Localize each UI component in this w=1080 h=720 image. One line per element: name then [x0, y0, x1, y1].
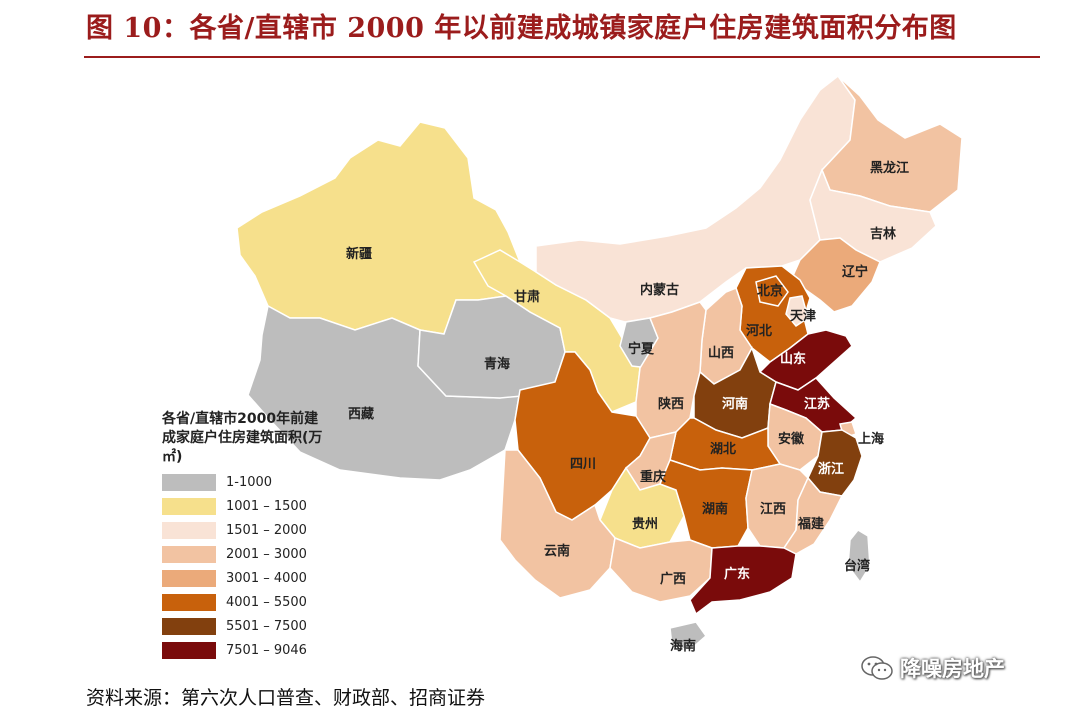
label-fujian: 福建 — [797, 516, 824, 532]
region-tianjin[interactable] — [785, 295, 809, 327]
legend-item: 2001 – 3000 — [162, 546, 307, 563]
label-xizang: 西藏 — [348, 406, 374, 422]
legend-label: 1001 – 1500 — [226, 499, 307, 514]
label-ningxia: 宁夏 — [628, 341, 655, 357]
watermark-text: 降噪房地产 — [900, 657, 1005, 681]
legend-label: 3001 – 4000 — [226, 571, 307, 586]
label-zhejiang: 浙江 — [818, 461, 844, 477]
label-guizhou: 贵州 — [632, 516, 658, 532]
legend-swatch — [162, 570, 216, 587]
label-henan: 河南 — [722, 396, 748, 412]
label-chongqing: 重庆 — [640, 469, 666, 485]
label-jiangsu: 江苏 — [804, 396, 830, 412]
legend-label: 1-1000 — [226, 475, 273, 490]
legend-title: 各省/直辖市2000年前建成家庭户住房建筑面积(万㎡) — [162, 411, 323, 465]
legend-swatch — [162, 546, 216, 563]
title-divider — [84, 56, 1040, 58]
legend-item: 1-1000 — [162, 474, 272, 491]
legend-item: 3001 – 4000 — [162, 570, 307, 587]
label-guangdong: 广东 — [724, 566, 750, 582]
legend-label: 4001 – 5500 — [226, 595, 307, 610]
legend-label: 2001 – 3000 — [226, 547, 307, 562]
label-yunnan: 云南 — [544, 543, 570, 559]
legend-swatch — [162, 594, 216, 611]
label-qinghai: 青海 — [484, 356, 510, 372]
legend-item: 4001 – 5500 — [162, 594, 307, 611]
label-jiangxi: 江西 — [760, 501, 786, 517]
region-fujian[interactable] — [782, 476, 844, 555]
label-anhui: 安徽 — [778, 431, 805, 447]
region-guangdong[interactable] — [689, 545, 797, 616]
label-heilongjiang: 黑龙江 — [870, 160, 909, 176]
figure-title: 图 10：各省/直辖市 2000 年以前建成城镇家庭户住房建筑面积分布图 — [86, 13, 957, 44]
legend-item: 1501 – 2000 — [162, 522, 307, 539]
label-shanghai: 上海 — [858, 431, 884, 447]
source-note: 资料来源：第六次人口普查、财政部、招商证券 — [86, 687, 486, 709]
legend-swatch — [162, 642, 216, 659]
region-hainan[interactable] — [669, 621, 708, 651]
label-neimenggu: 内蒙古 — [640, 282, 679, 298]
label-sichuan: 四川 — [570, 457, 596, 472]
label-guangxi: 广西 — [660, 571, 686, 587]
label-gansu: 甘肃 — [514, 289, 540, 305]
map-legend: 各省/直辖市2000年前建成家庭户住房建筑面积(万㎡) 1-1000 1001 … — [162, 410, 342, 659]
legend-item: 5501 – 7500 — [162, 618, 307, 635]
legend-label: 1501 – 2000 — [226, 523, 307, 538]
region-beijing[interactable] — [755, 275, 789, 307]
legend-swatch — [162, 522, 216, 539]
legend-swatch — [162, 474, 216, 491]
label-hunan: 湖南 — [702, 501, 728, 517]
label-liaoning: 辽宁 — [842, 264, 868, 280]
label-hebei: 河北 — [746, 323, 772, 339]
label-hainan: 海南 — [670, 638, 696, 654]
legend-label: 7501 – 9046 — [226, 643, 307, 658]
label-jilin: 吉林 — [870, 226, 896, 242]
label-tianjin: 天津 — [790, 308, 816, 324]
label-shandong: 山东 — [780, 351, 806, 367]
wechat-icon — [861, 656, 893, 680]
legend-swatch — [162, 618, 216, 635]
legend-label: 5501 – 7500 — [226, 619, 307, 634]
label-beijing: 北京 — [757, 283, 783, 299]
legend-swatch — [162, 498, 216, 515]
legend-item: 1001 – 1500 — [162, 498, 307, 515]
label-shanxi: 山西 — [708, 345, 734, 361]
label-xinjiang: 新疆 — [346, 246, 372, 262]
legend-item: 7501 – 9046 — [162, 642, 307, 659]
label-taiwan: 台湾 — [844, 558, 870, 574]
label-hubei: 湖北 — [710, 442, 736, 457]
label-shaanxi: 陕西 — [658, 396, 684, 412]
region-taiwan[interactable] — [847, 529, 871, 584]
watermark: 降噪房地产 — [860, 653, 1005, 683]
region-xizang[interactable] — [247, 304, 521, 481]
